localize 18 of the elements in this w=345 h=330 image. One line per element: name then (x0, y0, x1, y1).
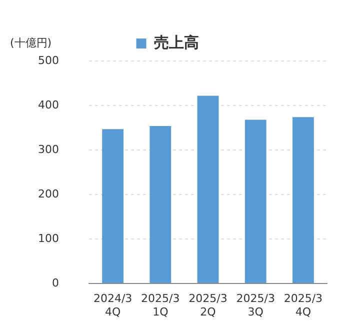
bar (102, 129, 124, 284)
x-tick-label: 2025/3 1Q (141, 292, 180, 318)
bar (244, 120, 266, 284)
x-tick-label: 2024/3 4Q (93, 292, 132, 318)
y-tick-label: 0 (52, 276, 59, 290)
bar (150, 126, 172, 284)
y-axis-title: (十億円) (10, 36, 52, 50)
y-tick-label: 500 (38, 54, 59, 67)
x-tick-label: 2025/3 2Q (188, 292, 228, 318)
bar (197, 96, 219, 284)
y-tick-label: 400 (38, 98, 59, 112)
y-tick-label: 100 (38, 232, 59, 245)
x-tick-label: 2025/3 3Q (236, 292, 275, 318)
y-tick-label: 300 (38, 142, 59, 156)
y-tick-label: 200 (38, 187, 59, 200)
legend-label: 売上高 (154, 33, 199, 52)
x-tick-label: 2025/3 4Q (284, 292, 323, 318)
bar (292, 117, 314, 284)
